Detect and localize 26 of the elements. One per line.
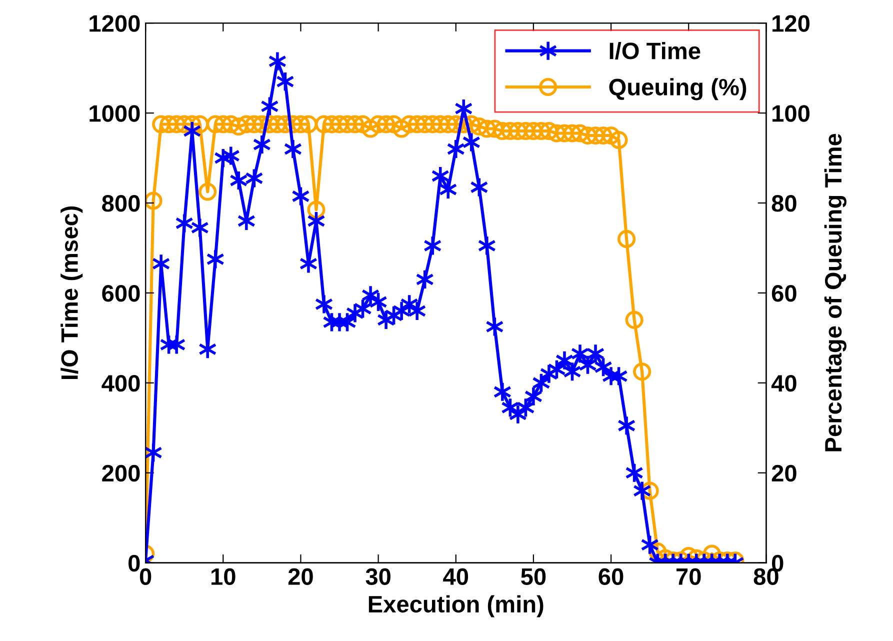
y2-axis-title: Percentage of Queuing Time	[824, 134, 846, 452]
x-tick-label: 20	[288, 568, 313, 585]
x-tick-label: 40	[443, 568, 468, 585]
y2-tick-label: 60	[772, 285, 796, 302]
legend-label: Queuing (%)	[609, 78, 746, 100]
y2-tick-label: 100	[772, 105, 810, 122]
y2-tick-label: 40	[771, 374, 796, 392]
x-tick-label: 60	[598, 568, 624, 585]
x-tick-label: 70	[676, 568, 701, 585]
x-axis-title: Execution (min)	[368, 595, 544, 618]
y-tick-label: 400	[102, 374, 140, 392]
x-tick-label: 10	[211, 568, 236, 585]
legend-label: I/O Time	[610, 42, 700, 60]
x-tick-label: 50	[521, 568, 546, 585]
y-tick-label: 800	[102, 195, 140, 212]
y-tick-label: 0	[128, 554, 140, 572]
y-tick-label: 1200	[90, 15, 140, 32]
y-tick-label: 600	[102, 285, 140, 302]
y2-tick-label: 120	[772, 15, 810, 32]
x-tick-label: 30	[366, 568, 390, 586]
y-axis-title: I/O Time (msec)	[60, 206, 83, 380]
y2-tick-label: 20	[772, 464, 796, 482]
y2-tick-label: 80	[772, 195, 796, 212]
x-tick-label: 0	[140, 568, 152, 585]
y-tick-label: 1000	[90, 105, 140, 122]
y-tick-label: 200	[102, 464, 140, 482]
